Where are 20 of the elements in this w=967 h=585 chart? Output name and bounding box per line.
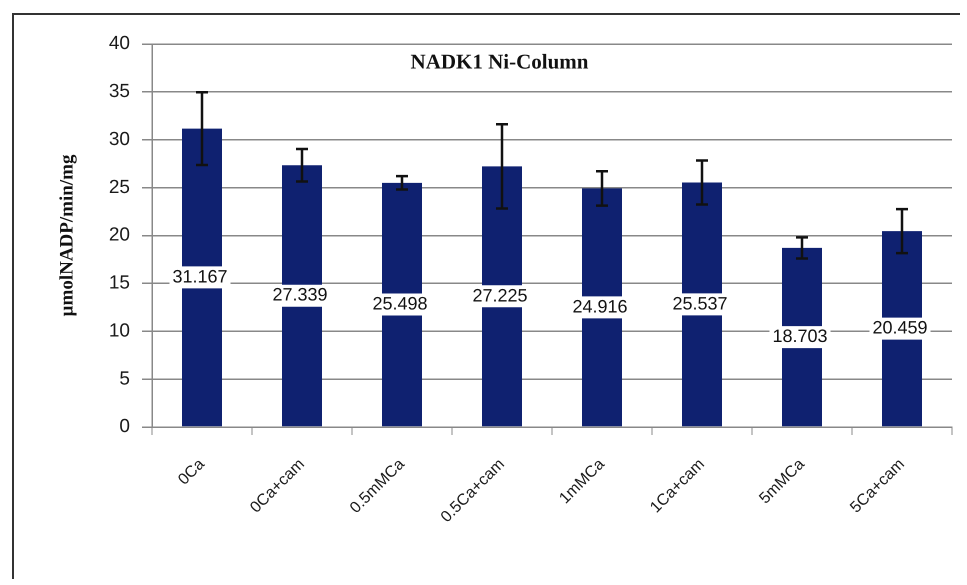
y-tick-label: 0	[119, 416, 130, 438]
data-label: 27.339	[272, 284, 328, 305]
data-label: 24.916	[572, 296, 628, 316]
data-label: 18.703	[772, 326, 828, 346]
y-tick-label: 20	[108, 224, 130, 246]
y-tick-label: 30	[108, 128, 130, 150]
data-label: 20.459	[872, 318, 928, 338]
y-tick-label: 5	[119, 368, 130, 390]
chart-title: NADK1 Ni-Column	[410, 49, 589, 74]
data-label: 25.537	[672, 293, 728, 314]
y-tick-label: 10	[108, 320, 130, 342]
y-tick-label: 25	[108, 176, 130, 198]
data-label: 31.167	[172, 266, 228, 286]
data-label: 25.498	[372, 294, 428, 314]
y-tick-label: 40	[108, 33, 130, 54]
x-tick-label: 0Ca	[175, 456, 208, 488]
data-label: 27.225	[472, 285, 528, 306]
y-tick-label: 15	[108, 272, 130, 294]
y-tick-label: 35	[108, 81, 130, 102]
y-axis-title: µmolNADP/min/mg	[56, 154, 78, 316]
